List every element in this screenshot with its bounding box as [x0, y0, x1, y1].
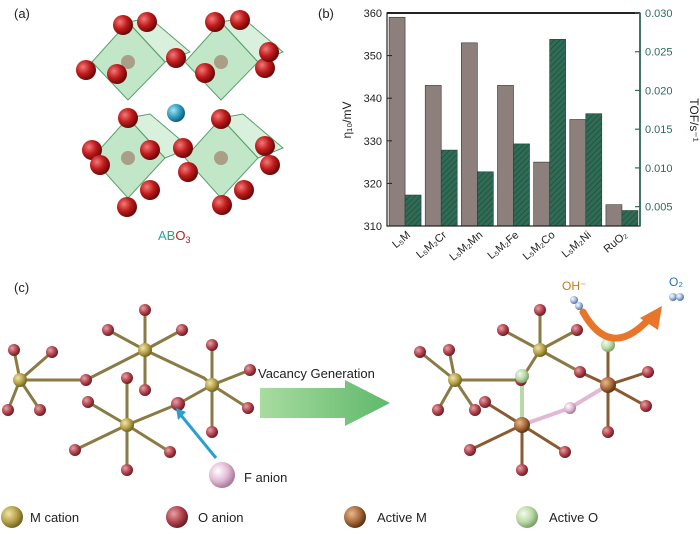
bar-tof-6	[621, 210, 639, 227]
bar-tof-3	[513, 143, 530, 227]
x-tick-label-0: L₅M	[390, 229, 413, 251]
y-left-tick-label-4: 350	[364, 51, 382, 63]
bar-eta10-3	[497, 85, 514, 227]
oxygen-label: O₂	[669, 275, 683, 289]
reaction-arrow	[579, 308, 652, 342]
x-tick-label-4: L₅M₂Co	[521, 229, 558, 263]
bar-tof-2	[477, 171, 494, 227]
right-axis-label: TOF/s⁻¹	[687, 98, 700, 141]
bar-tof-1	[440, 149, 458, 227]
x-tick-label-1: L₅M₂Cr	[414, 229, 449, 261]
svg-text:Active O: Active O	[549, 510, 598, 525]
y-right-tick-label-3: 0.020	[645, 85, 673, 97]
svg-text:O anion: O anion	[198, 510, 244, 525]
bar-tof-5	[585, 113, 603, 227]
a-site-cation	[167, 104, 185, 122]
bar-eta10-2	[461, 42, 478, 227]
oxygen-molecule	[669, 293, 677, 301]
y-left-tick-label-0: 310	[364, 221, 382, 233]
svg-text:M cation: M cation	[30, 510, 79, 525]
legend: M cation O anion Active M Active O	[1, 506, 598, 528]
panel-a-label: (a)	[14, 6, 30, 21]
left-axis-label: η₁₀/mV	[340, 101, 354, 138]
process-arrow	[260, 380, 390, 426]
y-right-tick-label-1: 0.010	[645, 163, 673, 175]
y-right-tick-label-4: 0.025	[645, 47, 673, 59]
x-tick-label-5: L₅M₂Ni	[560, 229, 594, 260]
svg-text:Active M: Active M	[377, 510, 427, 525]
legend-item-o-anion: O anion	[166, 506, 244, 528]
lattice-before: F anion	[2, 304, 287, 488]
panel-b-label: (b)	[318, 6, 334, 21]
f-anion-pointer	[178, 413, 218, 459]
bar-eta10-6	[605, 204, 623, 227]
f-anion-atom	[209, 462, 235, 488]
bar-eta10-5	[569, 119, 587, 227]
perovskite-structure	[76, 10, 284, 217]
bar-eta10-4	[533, 161, 550, 227]
panel-c-label: (c)	[14, 280, 29, 295]
legend-item-active-o: Active O	[516, 506, 598, 528]
y-right-tick-label-2: 0.015	[645, 124, 673, 136]
x-tick-label-6: RuO₂	[602, 229, 630, 255]
bar-tof-4	[549, 39, 566, 227]
y-right-tick-label-0: 0.005	[645, 202, 673, 214]
hydroxide-molecule	[570, 296, 578, 304]
lattice-after: OH⁻ O₂	[414, 275, 684, 476]
legend-item-m-cation: M cation	[1, 506, 79, 528]
bar-eta10-0	[388, 16, 406, 227]
y-left-tick-label-1: 320	[364, 178, 382, 190]
y-left-tick-label-3: 340	[364, 93, 382, 105]
bar-tof-0	[404, 194, 422, 227]
y-left-tick-label-2: 330	[364, 136, 382, 148]
arrow-caption: Vacancy Generation	[258, 366, 375, 381]
x-tick-label-2: L₅M₂Mn	[447, 229, 485, 263]
formula-abo3: ABO3	[158, 228, 190, 245]
legend-item-active-m: Active M	[344, 506, 427, 528]
x-tick-label-3: L₅M₂Fe	[486, 229, 522, 262]
y-right-tick-label-5: 0.030	[645, 8, 673, 20]
bar-eta10-1	[424, 85, 442, 227]
y-left-tick-label-5: 360	[364, 8, 382, 20]
hydroxide-label: OH⁻	[562, 279, 586, 293]
f-anion-label: F anion	[244, 470, 287, 485]
